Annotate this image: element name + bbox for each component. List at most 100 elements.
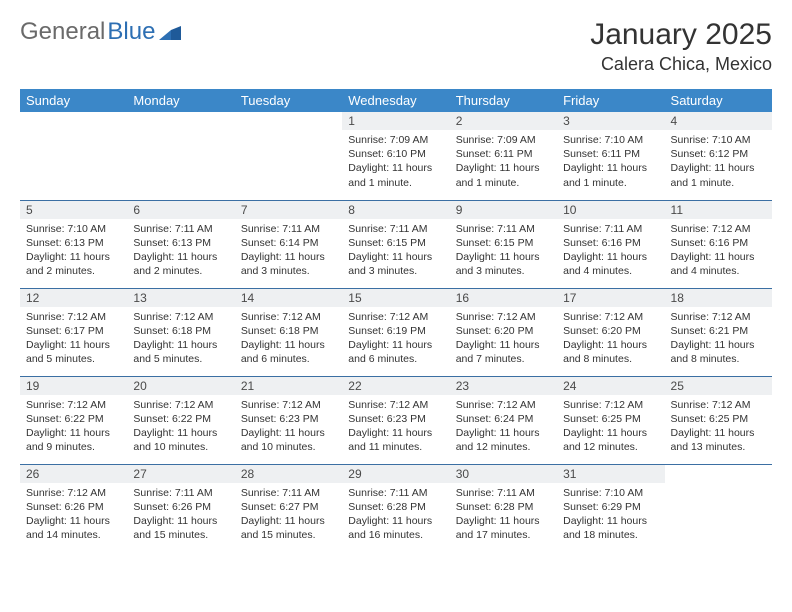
sunrise-text: Sunrise: 7:12 AM bbox=[456, 398, 551, 412]
day-number: 24 bbox=[557, 377, 664, 395]
daylight-text: Daylight: 11 hours and 6 minutes. bbox=[241, 338, 336, 366]
day-number: 2 bbox=[450, 112, 557, 130]
daylight-text: Daylight: 11 hours and 2 minutes. bbox=[26, 250, 121, 278]
calendar-cell: 10Sunrise: 7:11 AMSunset: 6:16 PMDayligh… bbox=[557, 200, 664, 288]
day-number: 27 bbox=[127, 465, 234, 483]
day-details: Sunrise: 7:11 AMSunset: 6:16 PMDaylight:… bbox=[557, 219, 664, 283]
calendar-cell: 15Sunrise: 7:12 AMSunset: 6:19 PMDayligh… bbox=[342, 288, 449, 376]
daylight-text: Daylight: 11 hours and 18 minutes. bbox=[563, 514, 658, 542]
calendar-cell: 4Sunrise: 7:10 AMSunset: 6:12 PMDaylight… bbox=[665, 112, 772, 200]
day-header: Thursday bbox=[450, 89, 557, 112]
day-number: 30 bbox=[450, 465, 557, 483]
sunset-text: Sunset: 6:20 PM bbox=[563, 324, 658, 338]
sunset-text: Sunset: 6:22 PM bbox=[133, 412, 228, 426]
calendar-cell bbox=[665, 464, 772, 552]
sunset-text: Sunset: 6:13 PM bbox=[26, 236, 121, 250]
day-details: Sunrise: 7:12 AMSunset: 6:16 PMDaylight:… bbox=[665, 219, 772, 283]
day-details: Sunrise: 7:12 AMSunset: 6:25 PMDaylight:… bbox=[665, 395, 772, 459]
day-number: 10 bbox=[557, 201, 664, 219]
day-details: Sunrise: 7:12 AMSunset: 6:19 PMDaylight:… bbox=[342, 307, 449, 371]
day-number: 19 bbox=[20, 377, 127, 395]
daylight-text: Daylight: 11 hours and 9 minutes. bbox=[26, 426, 121, 454]
sunrise-text: Sunrise: 7:11 AM bbox=[348, 486, 443, 500]
sunset-text: Sunset: 6:26 PM bbox=[133, 500, 228, 514]
sunset-text: Sunset: 6:26 PM bbox=[26, 500, 121, 514]
daylight-text: Daylight: 11 hours and 4 minutes. bbox=[671, 250, 766, 278]
sunset-text: Sunset: 6:15 PM bbox=[348, 236, 443, 250]
sunrise-text: Sunrise: 7:09 AM bbox=[456, 133, 551, 147]
sunset-text: Sunset: 6:23 PM bbox=[348, 412, 443, 426]
sunset-text: Sunset: 6:13 PM bbox=[133, 236, 228, 250]
sunset-text: Sunset: 6:22 PM bbox=[26, 412, 121, 426]
sunset-text: Sunset: 6:28 PM bbox=[348, 500, 443, 514]
sunset-text: Sunset: 6:23 PM bbox=[241, 412, 336, 426]
day-header-row: SundayMondayTuesdayWednesdayThursdayFrid… bbox=[20, 89, 772, 112]
sunset-text: Sunset: 6:21 PM bbox=[671, 324, 766, 338]
sunset-text: Sunset: 6:17 PM bbox=[26, 324, 121, 338]
daylight-text: Daylight: 11 hours and 12 minutes. bbox=[456, 426, 551, 454]
calendar-cell: 28Sunrise: 7:11 AMSunset: 6:27 PMDayligh… bbox=[235, 464, 342, 552]
sunrise-text: Sunrise: 7:11 AM bbox=[456, 486, 551, 500]
sunset-text: Sunset: 6:11 PM bbox=[456, 147, 551, 161]
day-number: 8 bbox=[342, 201, 449, 219]
calendar-head: SundayMondayTuesdayWednesdayThursdayFrid… bbox=[20, 89, 772, 112]
day-details: Sunrise: 7:11 AMSunset: 6:28 PMDaylight:… bbox=[342, 483, 449, 547]
calendar-cell: 18Sunrise: 7:12 AMSunset: 6:21 PMDayligh… bbox=[665, 288, 772, 376]
calendar-cell: 25Sunrise: 7:12 AMSunset: 6:25 PMDayligh… bbox=[665, 376, 772, 464]
daylight-text: Daylight: 11 hours and 6 minutes. bbox=[348, 338, 443, 366]
daylight-text: Daylight: 11 hours and 8 minutes. bbox=[671, 338, 766, 366]
day-details: Sunrise: 7:11 AMSunset: 6:27 PMDaylight:… bbox=[235, 483, 342, 547]
daylight-text: Daylight: 11 hours and 12 minutes. bbox=[563, 426, 658, 454]
calendar-cell: 2Sunrise: 7:09 AMSunset: 6:11 PMDaylight… bbox=[450, 112, 557, 200]
daylight-text: Daylight: 11 hours and 15 minutes. bbox=[133, 514, 228, 542]
calendar-cell: 14Sunrise: 7:12 AMSunset: 6:18 PMDayligh… bbox=[235, 288, 342, 376]
day-header: Tuesday bbox=[235, 89, 342, 112]
daylight-text: Daylight: 11 hours and 7 minutes. bbox=[456, 338, 551, 366]
calendar-cell: 7Sunrise: 7:11 AMSunset: 6:14 PMDaylight… bbox=[235, 200, 342, 288]
day-details: Sunrise: 7:11 AMSunset: 6:28 PMDaylight:… bbox=[450, 483, 557, 547]
daylight-text: Daylight: 11 hours and 1 minute. bbox=[456, 161, 551, 189]
day-details: Sunrise: 7:10 AMSunset: 6:12 PMDaylight:… bbox=[665, 130, 772, 194]
calendar-cell: 24Sunrise: 7:12 AMSunset: 6:25 PMDayligh… bbox=[557, 376, 664, 464]
daylight-text: Daylight: 11 hours and 3 minutes. bbox=[241, 250, 336, 278]
day-number: 18 bbox=[665, 289, 772, 307]
sunrise-text: Sunrise: 7:11 AM bbox=[456, 222, 551, 236]
daylight-text: Daylight: 11 hours and 17 minutes. bbox=[456, 514, 551, 542]
sunrise-text: Sunrise: 7:10 AM bbox=[563, 133, 658, 147]
daylight-text: Daylight: 11 hours and 10 minutes. bbox=[133, 426, 228, 454]
day-details: Sunrise: 7:12 AMSunset: 6:23 PMDaylight:… bbox=[235, 395, 342, 459]
day-number: 28 bbox=[235, 465, 342, 483]
daylight-text: Daylight: 11 hours and 8 minutes. bbox=[563, 338, 658, 366]
calendar-cell: 20Sunrise: 7:12 AMSunset: 6:22 PMDayligh… bbox=[127, 376, 234, 464]
day-details: Sunrise: 7:11 AMSunset: 6:15 PMDaylight:… bbox=[342, 219, 449, 283]
sunset-text: Sunset: 6:14 PM bbox=[241, 236, 336, 250]
day-number: 26 bbox=[20, 465, 127, 483]
month-title: January 2025 bbox=[590, 18, 772, 52]
day-number: 17 bbox=[557, 289, 664, 307]
daylight-text: Daylight: 11 hours and 13 minutes. bbox=[671, 426, 766, 454]
day-details: Sunrise: 7:12 AMSunset: 6:18 PMDaylight:… bbox=[235, 307, 342, 371]
sunrise-text: Sunrise: 7:12 AM bbox=[348, 310, 443, 324]
calendar-week-row: 19Sunrise: 7:12 AMSunset: 6:22 PMDayligh… bbox=[20, 376, 772, 464]
logo-text-grey: General bbox=[20, 18, 105, 46]
logo-text-blue: Blue bbox=[107, 18, 155, 46]
sunset-text: Sunset: 6:28 PM bbox=[456, 500, 551, 514]
day-details: Sunrise: 7:11 AMSunset: 6:13 PMDaylight:… bbox=[127, 219, 234, 283]
day-number: 21 bbox=[235, 377, 342, 395]
day-details: Sunrise: 7:10 AMSunset: 6:11 PMDaylight:… bbox=[557, 130, 664, 194]
day-details: Sunrise: 7:12 AMSunset: 6:18 PMDaylight:… bbox=[127, 307, 234, 371]
calendar-cell: 30Sunrise: 7:11 AMSunset: 6:28 PMDayligh… bbox=[450, 464, 557, 552]
sunrise-text: Sunrise: 7:12 AM bbox=[241, 398, 336, 412]
day-details: Sunrise: 7:12 AMSunset: 6:24 PMDaylight:… bbox=[450, 395, 557, 459]
daylight-text: Daylight: 11 hours and 14 minutes. bbox=[26, 514, 121, 542]
sunset-text: Sunset: 6:25 PM bbox=[563, 412, 658, 426]
logo-triangle-icon bbox=[159, 24, 181, 40]
calendar-cell: 12Sunrise: 7:12 AMSunset: 6:17 PMDayligh… bbox=[20, 288, 127, 376]
day-number: 20 bbox=[127, 377, 234, 395]
daylight-text: Daylight: 11 hours and 16 minutes. bbox=[348, 514, 443, 542]
calendar-cell: 16Sunrise: 7:12 AMSunset: 6:20 PMDayligh… bbox=[450, 288, 557, 376]
daylight-text: Daylight: 11 hours and 3 minutes. bbox=[348, 250, 443, 278]
calendar-cell bbox=[127, 112, 234, 200]
day-number: 29 bbox=[342, 465, 449, 483]
day-details: Sunrise: 7:09 AMSunset: 6:11 PMDaylight:… bbox=[450, 130, 557, 194]
